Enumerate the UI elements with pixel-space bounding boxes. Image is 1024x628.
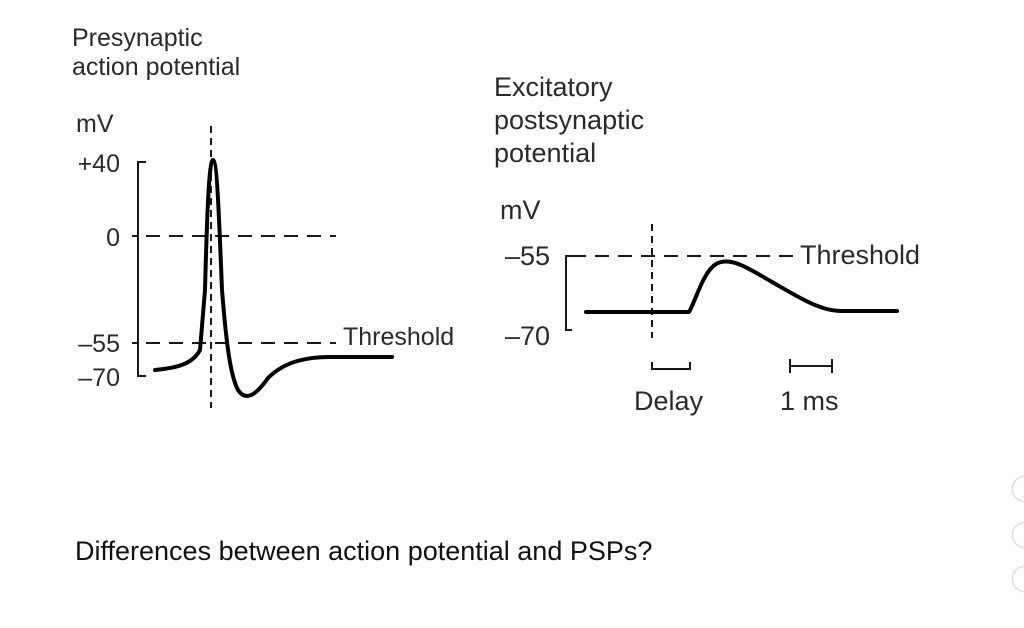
delay-label: Delay bbox=[634, 386, 704, 416]
presynaptic-tick-plus40: +40 bbox=[78, 150, 120, 178]
postsynaptic-title-line3: potential bbox=[494, 138, 596, 168]
postsynaptic-tick-minus55: –55 bbox=[505, 241, 550, 271]
presynaptic-threshold-label: Threshold bbox=[343, 323, 454, 351]
postsynaptic-title-line2: postsynaptic bbox=[494, 105, 644, 135]
postsynaptic-tick-minus70: –70 bbox=[505, 321, 550, 351]
presynaptic-tick-minus55: –55 bbox=[78, 330, 120, 358]
postsynaptic-unit-label: mV bbox=[500, 195, 541, 225]
time-scale-label: 1 ms bbox=[780, 386, 839, 416]
delay-bracket bbox=[651, 362, 691, 370]
postsynaptic-axis bbox=[565, 255, 572, 331]
presynaptic-title-line1: Presynaptic bbox=[72, 24, 203, 52]
epsp-trace bbox=[584, 259, 899, 314]
presynaptic-title-line2: action potential bbox=[72, 53, 240, 81]
postsynaptic-title-line1: Excitatory bbox=[494, 72, 613, 102]
presynaptic-tick-0: 0 bbox=[106, 224, 120, 252]
slide-question: Differences between action potential and… bbox=[75, 536, 653, 566]
presynaptic-unit-label: mV bbox=[76, 110, 114, 138]
presynaptic-tick-minus70: –70 bbox=[78, 364, 120, 392]
postsynaptic-threshold-label: Threshold bbox=[800, 240, 920, 270]
action-potential-trace bbox=[153, 158, 394, 398]
postsynaptic-panel: Excitatory postsynaptic potential mV –55… bbox=[494, 72, 920, 416]
presynaptic-axis bbox=[137, 161, 146, 377]
presynaptic-panel: Presynaptic action potential mV +40 0 –5… bbox=[72, 24, 454, 408]
